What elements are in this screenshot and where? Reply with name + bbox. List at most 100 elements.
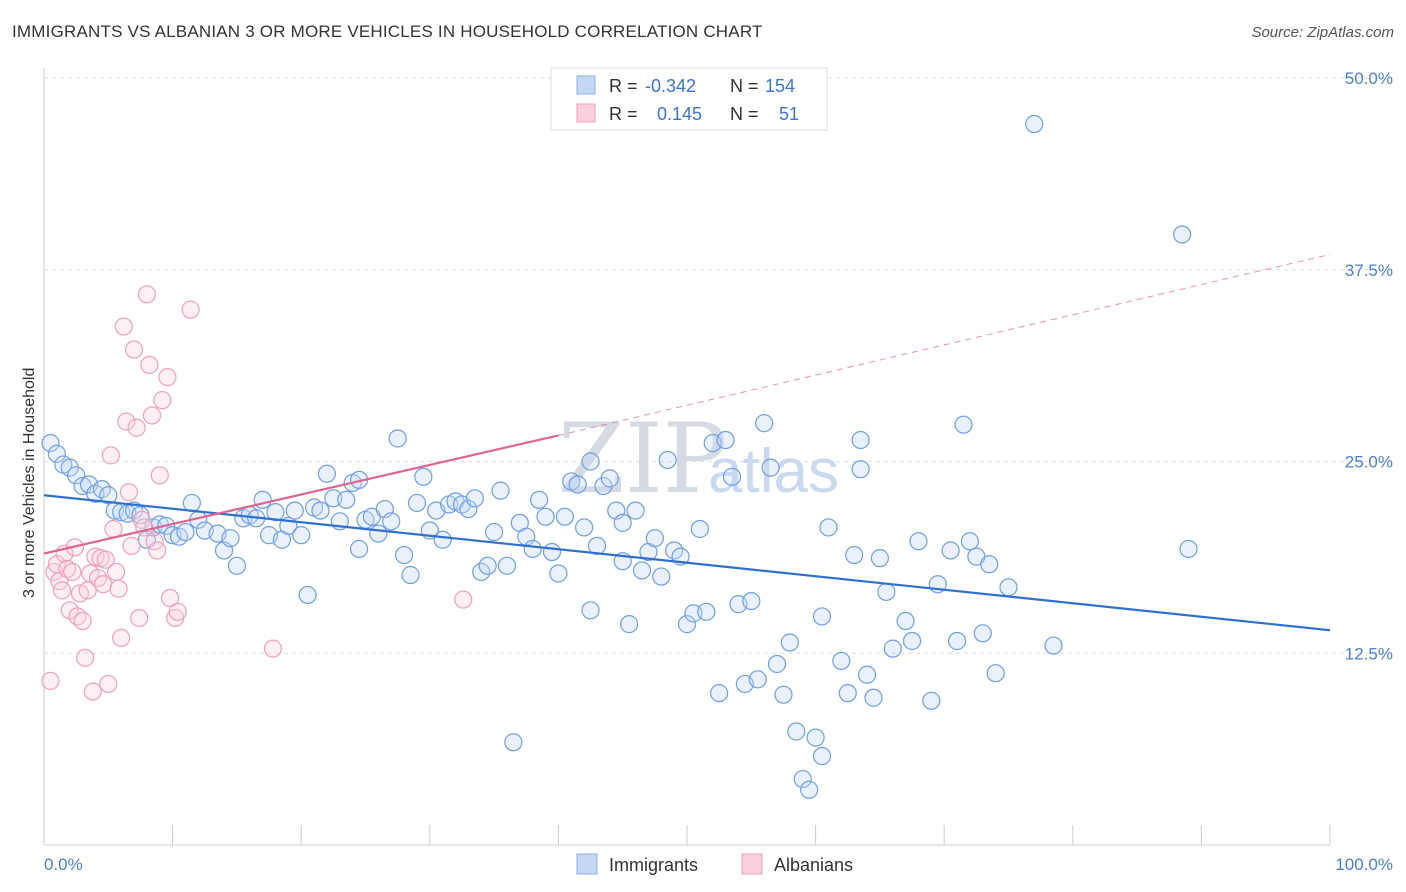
immigrants-point <box>877 582 896 601</box>
legend-swatch-albanians <box>576 103 596 123</box>
immigrants-point <box>568 475 587 494</box>
albanians-point <box>41 671 60 690</box>
immigrants-point <box>722 467 742 486</box>
albanians-point <box>140 355 159 374</box>
immigrants-point <box>182 493 201 513</box>
immigrants-point <box>838 684 857 703</box>
immigrants-point <box>677 615 697 634</box>
immigrants-point <box>41 433 60 453</box>
immigrants-point <box>787 722 806 741</box>
albanians-trend-line <box>43 434 559 555</box>
series-label-albanians: Albanians <box>774 855 853 875</box>
legend-swatch-immigrants <box>576 75 596 95</box>
albanians-point <box>168 602 187 621</box>
immigrants-point <box>478 556 497 575</box>
immigrants-point <box>960 532 980 551</box>
immigrants-point <box>851 430 870 450</box>
y-tick-label: 25.0% <box>1345 453 1393 472</box>
immigrants-point <box>317 464 337 483</box>
immigrants-point <box>67 466 86 485</box>
albanians-point <box>117 412 136 431</box>
immigrants-point <box>414 467 433 486</box>
x-axis-ticks <box>43 825 1331 845</box>
immigrants-point <box>491 481 510 500</box>
immigrants-point <box>465 489 484 508</box>
immigrants-point <box>394 545 414 565</box>
immigrants-point <box>581 601 600 620</box>
albanians-point <box>181 300 200 319</box>
immigrants-point <box>780 633 799 652</box>
legend-n-value-immigrants: 154 <box>765 76 795 96</box>
immigrants-point <box>298 585 317 605</box>
immigrants-point <box>800 780 819 799</box>
immigrants-point <box>632 561 652 580</box>
immigrants-point <box>401 565 420 585</box>
immigrants-point <box>542 542 562 562</box>
trend-lines <box>43 253 1331 632</box>
albanians-point <box>142 406 162 425</box>
immigrants-point <box>504 733 523 752</box>
immigrants-point <box>369 524 388 543</box>
immigrants-point <box>793 769 812 789</box>
immigrants-point <box>433 530 452 549</box>
albanians-point <box>137 285 156 304</box>
immigrants-point <box>870 549 890 568</box>
albanians-point <box>76 648 95 667</box>
albanians-point <box>130 608 149 628</box>
immigrants-point <box>774 685 793 704</box>
albanians-point <box>150 466 169 485</box>
albanians-point <box>99 674 118 694</box>
immigrants-point <box>883 639 902 658</box>
immigrants-point <box>767 654 787 674</box>
legend-r-label-albanians: R = <box>609 104 638 124</box>
albanians-point <box>124 340 144 359</box>
immigrants-point <box>645 529 664 548</box>
immigrants-point <box>549 564 568 583</box>
immigrants-point <box>999 578 1018 597</box>
albanians-point <box>112 628 131 648</box>
immigrants-point <box>221 529 240 548</box>
immigrants-point <box>285 501 304 520</box>
immigrants-point <box>857 665 877 684</box>
immigrants-point <box>99 486 118 505</box>
albanians-point <box>63 562 82 582</box>
immigrants-points <box>41 114 1198 799</box>
immigrants-point <box>845 545 864 565</box>
immigrants-point <box>909 532 928 551</box>
albanians-point <box>58 559 77 578</box>
albanians-point <box>153 391 172 410</box>
immigrants-point <box>864 688 883 707</box>
immigrants-point <box>169 527 189 546</box>
immigrants-point <box>459 499 478 519</box>
immigrants-point <box>1025 114 1044 134</box>
immigrants-point <box>600 469 619 488</box>
immigrants-point <box>812 607 832 626</box>
immigrants-point <box>382 512 401 531</box>
watermark-zip: ZIP <box>558 403 727 515</box>
immigrants-point <box>227 556 246 575</box>
immigrants-point <box>761 458 780 477</box>
immigrants-point <box>407 493 427 513</box>
source-label: Source: ZipAtlas.com <box>1251 24 1394 41</box>
albanians-point <box>160 588 180 608</box>
immigrants-point <box>575 518 594 537</box>
legend-r-value-immigrants: -0.342 <box>645 76 696 96</box>
legend-r-label-immigrants: R = <box>609 76 638 96</box>
immigrants-point <box>819 518 838 537</box>
immigrants-point <box>349 539 369 559</box>
immigrants-point <box>1179 539 1198 559</box>
albanians-point <box>96 550 115 569</box>
immigrants-point <box>690 519 709 539</box>
immigrants-point <box>954 415 973 434</box>
albanians-point <box>83 682 102 701</box>
albanians-point <box>148 541 167 560</box>
immigrants-point <box>748 670 767 689</box>
albanians-point <box>94 575 113 594</box>
immigrants-point <box>941 541 960 560</box>
immigrants-point <box>652 567 671 586</box>
immigrants-point <box>1044 636 1063 655</box>
albanians-point <box>106 562 126 582</box>
immigrants-point <box>742 591 761 611</box>
albanians-point <box>104 519 123 539</box>
